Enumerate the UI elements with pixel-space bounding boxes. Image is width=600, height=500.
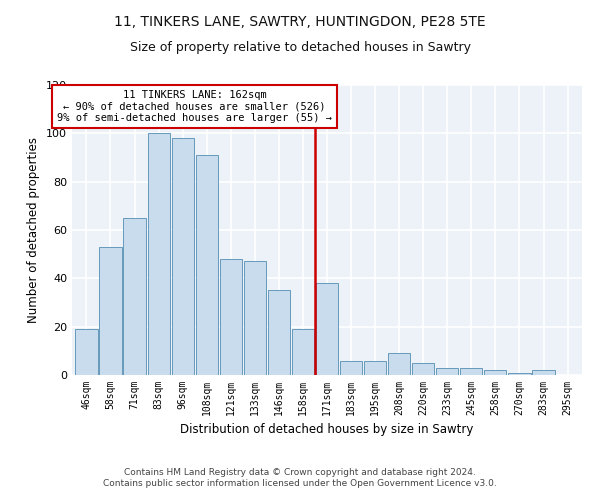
Bar (196, 155, 218, 375)
Bar (412, 363, 434, 375)
Bar (508, 372, 530, 375)
Bar (460, 368, 482, 375)
Bar (388, 353, 410, 375)
Text: 11 TINKERS LANE: 162sqm
← 90% of detached houses are smaller (526)
9% of semi-de: 11 TINKERS LANE: 162sqm ← 90% of detache… (57, 90, 332, 123)
Bar (76, 329, 98, 375)
Text: 11, TINKERS LANE, SAWTRY, HUNTINGDON, PE28 5TE: 11, TINKERS LANE, SAWTRY, HUNTINGDON, PE… (114, 16, 486, 30)
Bar (220, 259, 242, 375)
Text: Size of property relative to detached houses in Sawtry: Size of property relative to detached ho… (130, 41, 470, 54)
Bar (124, 218, 146, 375)
Bar (340, 360, 362, 375)
Bar (148, 134, 170, 375)
Bar (364, 360, 386, 375)
Bar (244, 262, 266, 375)
Bar (532, 370, 554, 375)
Bar (292, 329, 314, 375)
Bar (100, 247, 122, 375)
Bar (316, 283, 338, 375)
Text: Contains HM Land Registry data © Crown copyright and database right 2024.
Contai: Contains HM Land Registry data © Crown c… (103, 468, 497, 487)
Bar (172, 138, 194, 375)
Bar (268, 290, 290, 375)
Bar (436, 368, 458, 375)
Bar (484, 370, 506, 375)
Y-axis label: Number of detached properties: Number of detached properties (28, 137, 40, 323)
X-axis label: Distribution of detached houses by size in Sawtry: Distribution of detached houses by size … (181, 424, 473, 436)
